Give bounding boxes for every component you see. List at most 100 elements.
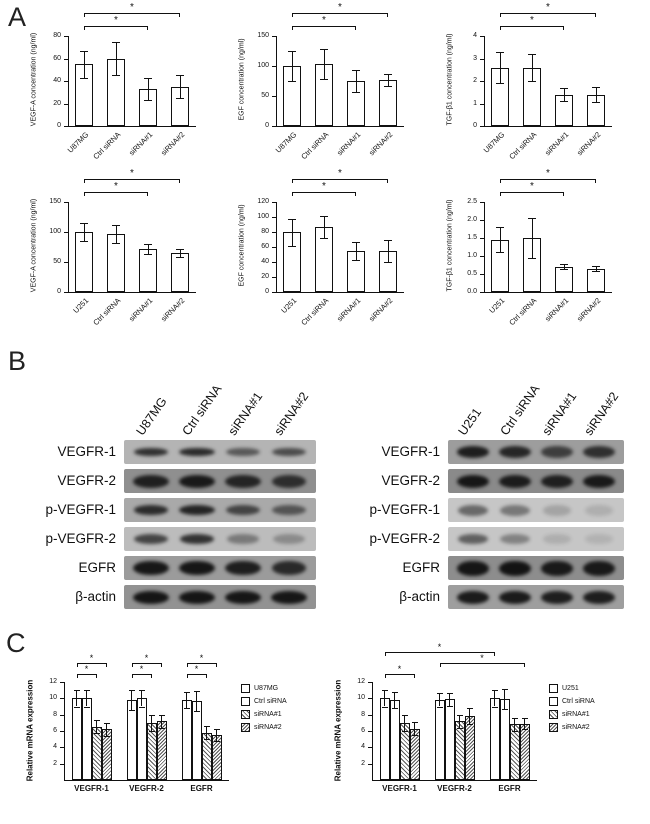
- y-tick: [272, 96, 276, 97]
- significance-star: *: [322, 181, 326, 192]
- x-category-label: VEGFR-1: [382, 784, 417, 793]
- panel-a-row-1: 0 20 40 60 80 VEGF-A concentration (ng/ml) U87…: [22, 2, 638, 166]
- sig-bracket-end: [384, 674, 386, 678]
- sig-bracket-end: [84, 13, 85, 17]
- error-bar: [161, 714, 162, 728]
- error-bar-cap: [496, 51, 504, 53]
- error-bar-cap: [384, 86, 392, 88]
- error-bar: [96, 720, 97, 734]
- sig-bracket-end: [292, 26, 293, 30]
- sig-bracket: [292, 179, 388, 180]
- x-category-label: VEGFR-2: [129, 784, 164, 793]
- legend-label: siRNA#1: [254, 711, 282, 718]
- y-tick: [64, 81, 68, 82]
- y-tick-label: 0: [473, 122, 477, 129]
- y-tick: [480, 202, 484, 203]
- y-tick: [272, 66, 276, 67]
- sig-bracket-end: [147, 26, 148, 30]
- error-bar-cap: [528, 54, 536, 55]
- sig-bracket: [76, 663, 107, 664]
- error-bar: [216, 729, 217, 741]
- bar: [126, 699, 137, 780]
- sig-bracket: [500, 192, 564, 193]
- error-bar-cap: [592, 102, 600, 104]
- sig-bracket-end: [105, 663, 107, 667]
- error-bar: [83, 50, 85, 78]
- error-bar-cap: [352, 91, 360, 93]
- legend-label: Ctrl siRNA: [254, 698, 287, 705]
- y-axis-title: TGF-β1 concentration (ng/ml): [446, 33, 454, 126]
- y-tick-label: 100: [257, 62, 269, 69]
- sig-bracket-end: [95, 674, 97, 678]
- error-bar-cap: [80, 223, 88, 224]
- significance-star: *: [546, 2, 550, 13]
- y-tick-label: 2.5: [467, 198, 477, 205]
- sig-bracket-end: [595, 179, 596, 183]
- error-bar-cap: [203, 726, 210, 728]
- bar: [434, 699, 445, 780]
- sig-bracket-end: [595, 13, 596, 17]
- error-bar-cap: [112, 224, 120, 226]
- y-tick: [64, 58, 68, 60]
- protein-label: β-actin: [399, 589, 440, 604]
- sig-bracket-end: [292, 192, 293, 196]
- error-bar-cap: [521, 717, 528, 719]
- y-tick-label: 1: [473, 99, 477, 107]
- sig-bracket-end: [493, 652, 495, 656]
- y-tick: [64, 36, 68, 37]
- protein-band: [179, 448, 215, 456]
- error-bar-cap: [148, 731, 155, 732]
- y-tick: [64, 232, 68, 233]
- error-bar-cap: [436, 706, 443, 708]
- error-bar-cap: [320, 238, 328, 239]
- error-bar: [131, 690, 132, 710]
- error-bar-cap: [496, 227, 504, 229]
- x-axis: [484, 126, 612, 127]
- bar: [191, 700, 202, 780]
- protein-band: [133, 561, 169, 575]
- bar: [181, 699, 192, 780]
- y-tick: [60, 698, 64, 700]
- error-bar-cap: [128, 709, 135, 711]
- error-bar-cap: [466, 708, 473, 710]
- panel-c-row: 2 4 6 8 10 12 Relative mRNA expression VEGFR-1 V…: [18, 642, 626, 820]
- y-tick: [480, 220, 484, 221]
- error-bar-cap: [491, 690, 498, 692]
- protein-band: [179, 505, 215, 515]
- x-axis: [276, 126, 404, 127]
- error-bar: [86, 690, 87, 707]
- error-bar-cap: [112, 75, 120, 77]
- protein-band: [498, 474, 532, 488]
- error-bar-cap: [73, 690, 80, 692]
- protein-band: [133, 534, 169, 544]
- blot-strip: [124, 556, 316, 580]
- legend-swatch: [549, 684, 558, 693]
- x-axis: [68, 292, 196, 293]
- error-bar: [531, 218, 533, 258]
- sig-bracket-end: [387, 13, 388, 17]
- error-bar-cap: [511, 717, 518, 719]
- bar: [379, 698, 390, 780]
- error-bar-cap: [560, 101, 568, 103]
- sig-bracket: [131, 663, 162, 664]
- protein-label: VEGFR-2: [57, 473, 116, 488]
- sig-bracket: [292, 26, 356, 27]
- y-tick-label: 10: [357, 694, 365, 702]
- error-bar-cap: [384, 74, 392, 76]
- bar: [91, 726, 102, 780]
- error-bar-cap: [411, 735, 418, 737]
- protein-label: β-actin: [75, 589, 116, 604]
- error-bar-cap: [103, 735, 110, 737]
- y-tick-label: 60: [261, 243, 269, 250]
- y-tick: [60, 682, 64, 683]
- error-bar: [355, 70, 357, 92]
- significance-star: *: [199, 653, 204, 663]
- error-bar: [151, 714, 152, 731]
- error-bar-cap: [320, 49, 328, 51]
- protein-band: [272, 534, 306, 544]
- y-axis: [68, 202, 69, 292]
- sig-bracket-end: [292, 13, 293, 17]
- protein-band: [133, 505, 169, 515]
- error-bar: [524, 717, 525, 730]
- error-bar-cap: [446, 692, 453, 694]
